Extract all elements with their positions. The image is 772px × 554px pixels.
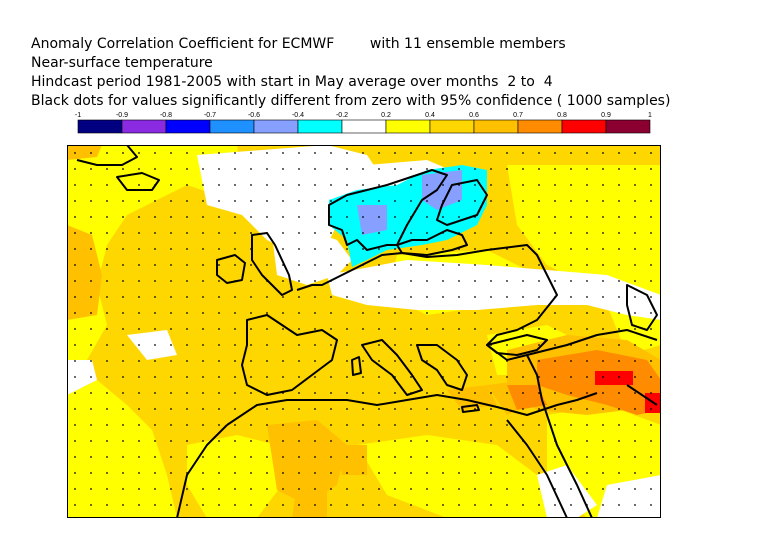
coast-iceland [116,172,160,191]
colorbar-tick-label: -0.2 [336,112,348,119]
colorbar-legend: -1 -0.9 -0.8 -0.7 -0.6 -0.4 -0.2 0.2 0.4 0.6 0.7 0.… [75,112,652,134]
colorbar-box [165,119,211,134]
coast-scandinavia [328,169,448,251]
map-border [67,145,661,518]
title-line-3: Hindcast period 1981-2005 with start in … [31,74,553,90]
colorbar-box [209,119,255,134]
colorbar-box [561,119,607,134]
coast-crete [461,404,480,413]
coast-europe-main [296,244,658,361]
colorbar-tick-label: -0.7 [204,112,216,119]
colorbar-tick-label: -0.8 [160,112,172,119]
title-line-2: Near-surface temperature [31,55,213,71]
coast-caspian [626,284,658,331]
coast-west-africa [176,424,228,518]
correlation-map [67,145,661,518]
colorbar-box [253,119,299,134]
title-line-4: Black dots for values significantly diff… [31,93,671,109]
colorbar-tick-label: 0.4 [425,112,435,119]
coast-levant [526,354,593,518]
coast-iberia [241,314,338,396]
colorbar-tick-label: -0.4 [292,112,304,119]
colorbar-tick-label: 0.9 [601,112,611,119]
colorbar-box [517,119,563,134]
title-line-1: Anomaly Correlation Coefficient for ECMW… [31,36,566,52]
colorbar-tick-label: 0.2 [381,112,391,119]
coast-finland [436,179,488,226]
coast-arabia-red-sea [506,419,568,518]
colorbar-tick-label: 0.8 [557,112,567,119]
coast-north-africa [226,392,598,426]
colorbar-labels: -1 -0.9 -0.8 -0.7 -0.6 -0.4 -0.2 0.2 0.4 0.6 0.7 0.… [75,112,652,119]
colorbar-box [473,119,519,134]
coastlines [67,145,658,518]
colorbar-boxes [77,119,651,134]
coast-greenland-edge [67,145,138,166]
colorbar-box [341,119,387,134]
colorbar-tick-label: 0.7 [513,112,523,119]
coast-black-sea [486,334,548,356]
coast-italy [361,339,423,396]
coast-uk [251,232,293,296]
colorbar-box [297,119,343,134]
colorbar-box [121,119,167,134]
colorbar-tick-label: -1 [75,112,81,119]
significance-dots [67,145,661,518]
coast-balkans [416,344,468,391]
colorbar-tick-label: -0.6 [248,112,260,119]
colorbar-box [605,119,651,134]
coast-ireland [216,254,246,284]
colorbar-tick-label: 1 [648,112,652,119]
colorbar-box [429,119,475,134]
coast-sardinia [351,356,362,376]
colorbar-box [77,119,123,134]
colorbar-tick-label: 0.6 [469,112,479,119]
colorbar-box [385,119,431,134]
coast-persian-gulf [626,384,658,406]
colorbar-tick-label: -0.9 [116,112,128,119]
